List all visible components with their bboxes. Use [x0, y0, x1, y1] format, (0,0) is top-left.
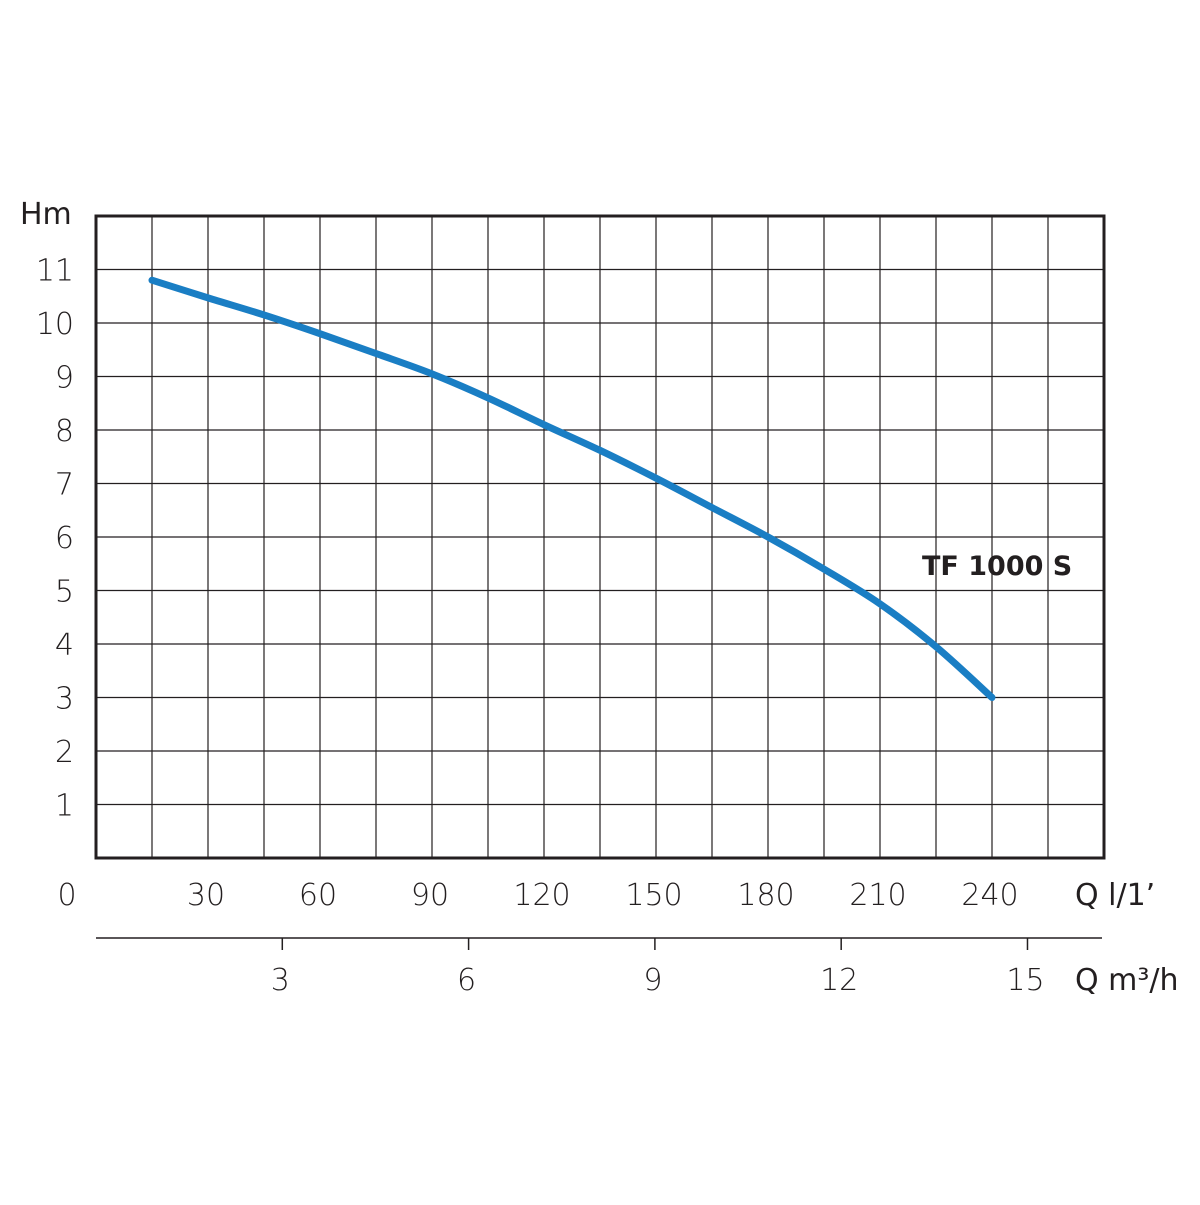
plot-border [94, 214, 1106, 860]
x2-tick-label: 3 [271, 963, 290, 998]
x-tick-label: 60 [299, 878, 337, 913]
series-layer [148, 276, 996, 701]
y-tick-label: 3 [55, 682, 74, 717]
x2-tick-label: 12 [820, 963, 858, 998]
x2-tick-label: 6 [457, 963, 476, 998]
x-axis-label: Q l/1’ [1075, 878, 1155, 913]
y-tick-label: 5 [55, 575, 74, 610]
grid-lines [96, 216, 1104, 858]
y-tick-label: 11 [36, 254, 74, 289]
y-tick-label: 10 [36, 307, 74, 342]
series-label: TF 1000 S [922, 551, 1072, 582]
y-tick-label: 1 [55, 789, 74, 824]
x-tick-label: 240 [961, 878, 1018, 913]
y-axis-label: Hm [20, 197, 72, 232]
x-tick-label: 210 [849, 878, 906, 913]
x-tick-label: 30 [187, 878, 225, 913]
y-tick-label: 7 [55, 468, 74, 503]
y-tick-label: 6 [55, 521, 74, 556]
y-tick-label: 8 [55, 414, 74, 449]
x2-tick-label: 15 [1006, 963, 1044, 998]
tick-labels: 1 2 3 4 5 6 7 8 9 10 11 0 30 60 90 120 150 180 210 240 [36, 254, 1019, 914]
plot-frame [94, 214, 1106, 860]
y-tick-label: 2 [55, 735, 74, 770]
x2-axis-label: Q m³/h [1075, 963, 1179, 998]
series-line [148, 276, 996, 701]
secondary-x-axis: 3 6 9 12 15 [96, 937, 1102, 998]
x-tick-label: 0 [57, 878, 76, 913]
x-tick-label: 180 [737, 878, 794, 913]
x2-tick-label: 9 [643, 963, 662, 998]
x-tick-label: 120 [513, 878, 570, 913]
x-tick-label: 150 [625, 878, 682, 913]
y-tick-label: 9 [55, 361, 74, 396]
y-tick-label: 4 [55, 628, 74, 663]
x-tick-label: 90 [411, 878, 449, 913]
